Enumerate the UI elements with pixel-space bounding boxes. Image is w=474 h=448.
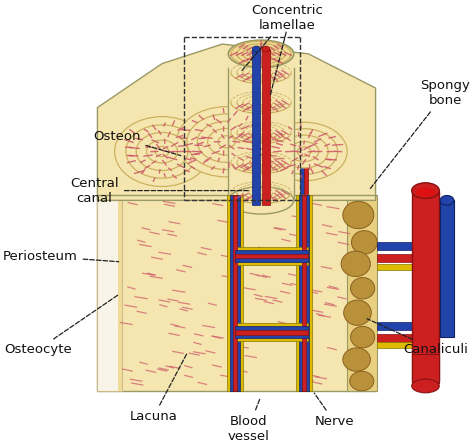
Bar bbox=[377, 242, 413, 250]
Bar bbox=[230, 195, 240, 391]
Bar bbox=[235, 156, 239, 195]
Bar bbox=[231, 156, 235, 195]
Ellipse shape bbox=[146, 140, 178, 163]
Ellipse shape bbox=[280, 135, 328, 168]
Ellipse shape bbox=[177, 107, 276, 177]
Ellipse shape bbox=[344, 300, 371, 325]
Bar bbox=[412, 190, 439, 381]
Bar bbox=[377, 254, 413, 262]
Bar bbox=[412, 354, 439, 383]
Ellipse shape bbox=[136, 133, 188, 171]
Ellipse shape bbox=[351, 277, 375, 299]
Bar bbox=[440, 200, 454, 337]
Bar bbox=[235, 326, 309, 338]
Ellipse shape bbox=[416, 188, 435, 198]
Polygon shape bbox=[98, 195, 121, 391]
Bar bbox=[377, 323, 413, 330]
Bar bbox=[377, 342, 413, 348]
Bar bbox=[300, 156, 304, 195]
Bar bbox=[233, 195, 237, 391]
Bar bbox=[235, 247, 309, 265]
Ellipse shape bbox=[228, 40, 294, 68]
Ellipse shape bbox=[197, 121, 256, 162]
Bar bbox=[235, 323, 309, 341]
Bar bbox=[299, 195, 309, 391]
Text: Concentric
lamellae: Concentric lamellae bbox=[241, 4, 323, 71]
Text: Nerve: Nerve bbox=[314, 393, 354, 428]
Ellipse shape bbox=[228, 187, 294, 214]
Ellipse shape bbox=[115, 116, 210, 186]
Ellipse shape bbox=[343, 201, 374, 228]
Ellipse shape bbox=[412, 183, 439, 198]
Text: Osteocyte: Osteocyte bbox=[4, 295, 118, 356]
Ellipse shape bbox=[271, 129, 337, 174]
Text: Spongy
bone: Spongy bone bbox=[370, 79, 470, 189]
Ellipse shape bbox=[253, 46, 260, 52]
Ellipse shape bbox=[126, 125, 198, 178]
Bar bbox=[377, 264, 413, 270]
Text: Canaliculi: Canaliculi bbox=[367, 319, 468, 356]
Ellipse shape bbox=[412, 379, 439, 393]
Text: Periosteum: Periosteum bbox=[3, 250, 119, 263]
Bar bbox=[304, 156, 309, 195]
Ellipse shape bbox=[351, 231, 377, 254]
Bar bbox=[228, 68, 294, 200]
Ellipse shape bbox=[341, 251, 370, 276]
Text: Blood
vessel: Blood vessel bbox=[227, 398, 269, 443]
Ellipse shape bbox=[290, 142, 319, 161]
Polygon shape bbox=[118, 195, 121, 391]
Bar bbox=[235, 330, 309, 335]
Polygon shape bbox=[347, 195, 377, 391]
Text: Central
canal: Central canal bbox=[70, 177, 250, 205]
Ellipse shape bbox=[155, 146, 169, 157]
Bar bbox=[296, 195, 312, 391]
Ellipse shape bbox=[218, 136, 235, 148]
Polygon shape bbox=[98, 44, 375, 200]
Ellipse shape bbox=[351, 326, 375, 348]
Polygon shape bbox=[98, 195, 375, 391]
Text: Osteon: Osteon bbox=[93, 130, 181, 155]
Text: Lacuna: Lacuna bbox=[129, 354, 187, 423]
Bar bbox=[262, 49, 270, 205]
Ellipse shape bbox=[343, 348, 370, 371]
Bar bbox=[235, 250, 309, 262]
Ellipse shape bbox=[297, 147, 311, 156]
Ellipse shape bbox=[208, 129, 246, 155]
Ellipse shape bbox=[440, 195, 454, 205]
Ellipse shape bbox=[187, 114, 266, 170]
Bar bbox=[235, 254, 309, 258]
Bar bbox=[253, 49, 260, 205]
Ellipse shape bbox=[261, 122, 347, 181]
Bar bbox=[302, 195, 306, 391]
Bar bbox=[377, 334, 413, 342]
Ellipse shape bbox=[350, 371, 374, 391]
Bar bbox=[228, 195, 243, 391]
Ellipse shape bbox=[262, 46, 270, 52]
